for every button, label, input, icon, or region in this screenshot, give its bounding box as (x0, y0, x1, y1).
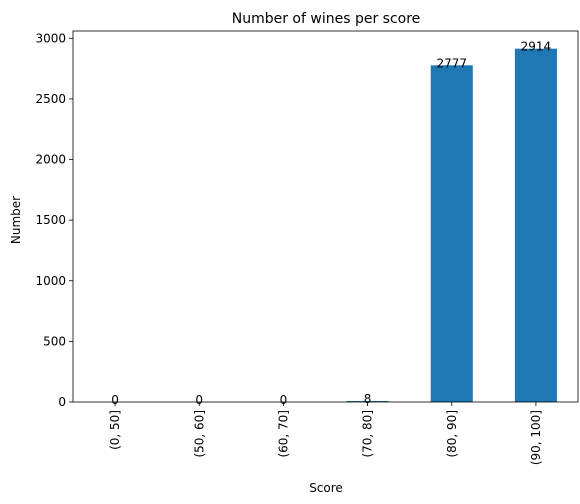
x-tick-label-1: (50, 60] (192, 410, 206, 458)
y-tick-label-1: 500 (43, 334, 66, 348)
axes-frame (72, 30, 579, 403)
y-tick-label-4: 2000 (35, 153, 66, 167)
x-tick-label-3: (70, 80] (361, 410, 375, 458)
x-tick-label-4: (80, 90] (445, 410, 459, 458)
y-axis-label: Number (9, 196, 23, 244)
y-tick-label-6: 3000 (35, 31, 66, 45)
x-tick-label-0: (0, 50] (108, 410, 122, 450)
x-tick-label-5: (90, 100] (529, 410, 543, 465)
plot-area: 0 0 0 8 2777 2914 0 500 1000 1500 2000 2500 3000 (0, … (35, 30, 579, 465)
chart-title: Number of wines per score (232, 11, 421, 27)
y-tick-label-3: 1500 (35, 213, 66, 227)
bar-3 (346, 401, 389, 402)
data-label-5: 2914 (521, 40, 552, 54)
x-tick-label-2: (60, 70] (276, 410, 290, 458)
data-label-3: 8 (364, 392, 372, 406)
x-axis-label: Score (309, 481, 343, 495)
y-tick-label-2: 1000 (35, 274, 66, 288)
data-label-4: 2777 (436, 56, 467, 70)
data-label-0: 0 (111, 393, 119, 407)
data-label-2: 0 (280, 393, 288, 407)
bar-4 (430, 65, 473, 402)
y-tick-label-5: 2500 (35, 92, 66, 106)
y-tick-label-0: 0 (58, 395, 66, 409)
bar-5 (514, 48, 557, 402)
data-label-1: 0 (195, 393, 203, 407)
